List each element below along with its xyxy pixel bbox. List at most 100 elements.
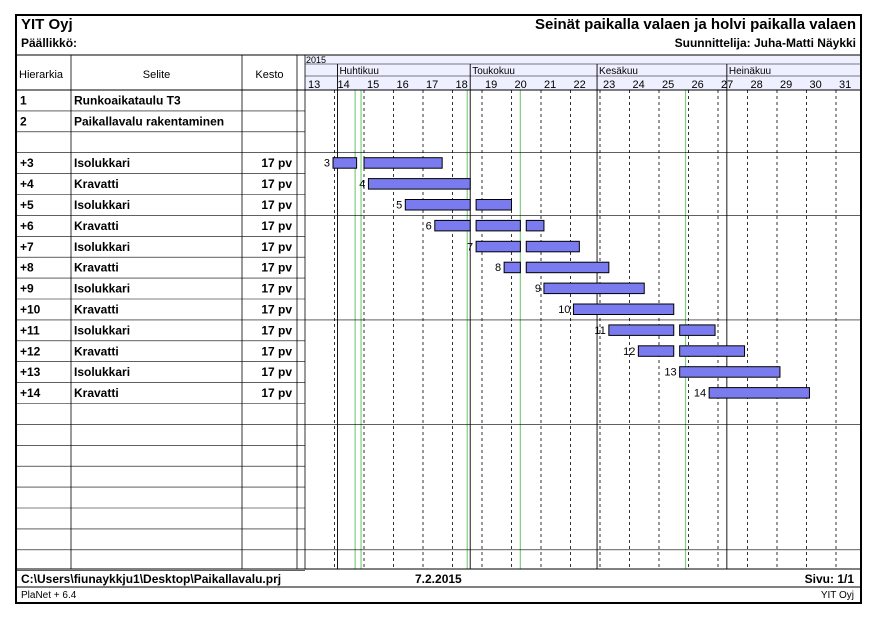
month-label: Kesäkuu xyxy=(599,66,638,77)
task-id-label: 5 xyxy=(396,200,402,212)
program-name: PlaNet + 6.4 xyxy=(21,590,77,601)
task-id-label: 14 xyxy=(694,388,706,400)
row-duration: 17 pv xyxy=(261,323,292,337)
row-duration: 17 pv xyxy=(261,198,292,212)
row-description: Kravatti xyxy=(74,303,119,317)
task-bar xyxy=(525,261,610,274)
row-duration: 17 pv xyxy=(261,240,292,254)
week-label: 31 xyxy=(839,79,851,91)
month-label: Toukokuu xyxy=(472,66,515,77)
row-hierarchy: +3 xyxy=(20,156,34,170)
project-file-path: C:\Users\fiunaykkju1\Desktop\Paikallaval… xyxy=(21,572,282,586)
week-label: 21 xyxy=(544,79,556,91)
row-description: Kravatti xyxy=(74,261,119,275)
task-id-label: 4 xyxy=(359,179,365,191)
week-label: 29 xyxy=(780,79,792,91)
row-hierarchy: +6 xyxy=(20,219,34,233)
task-bar xyxy=(404,199,471,211)
row-description: Isolukkari xyxy=(74,240,130,254)
row-duration: 17 pv xyxy=(261,386,292,400)
task-bar xyxy=(543,282,645,295)
task-bar xyxy=(434,219,471,232)
task-id-label: 11 xyxy=(594,325,605,337)
row-description: Kravatti xyxy=(74,386,119,400)
task-id-label: 3 xyxy=(324,158,330,170)
week-label: 19 xyxy=(485,79,497,91)
week-label: 26 xyxy=(692,79,704,91)
designer-label: Suunnittelija: Juha-Matti Näykki xyxy=(674,36,856,50)
week-label: 25 xyxy=(662,79,674,91)
hierarchy-header: Hierarkia xyxy=(19,69,64,81)
row-duration: 17 pv xyxy=(261,282,292,296)
row-duration: 17 pv xyxy=(261,261,292,275)
task-bar xyxy=(525,240,580,253)
row-hierarchy: +5 xyxy=(20,198,34,212)
month-label: Heinäkuu xyxy=(729,66,771,77)
row-description: Isolukkari xyxy=(74,282,130,296)
row-hierarchy: +11 xyxy=(20,323,40,337)
row-description: Kravatti xyxy=(74,177,119,191)
row-duration: 17 pv xyxy=(261,344,292,358)
week-label: 13 xyxy=(308,79,320,91)
week-label: 24 xyxy=(633,79,645,91)
task-id-label: 10 xyxy=(558,304,570,316)
manager-label: Päällikkö: xyxy=(21,36,78,50)
month-label: Huhtikuu xyxy=(339,66,378,77)
year-label: 2015 xyxy=(306,55,326,65)
task-bar xyxy=(475,240,521,253)
row-duration: 17 pv xyxy=(261,219,292,233)
row-hierarchy: +7 xyxy=(20,240,34,254)
task-bar xyxy=(572,303,675,315)
row-hierarchy: +12 xyxy=(20,344,41,358)
week-label: 15 xyxy=(367,79,379,91)
description-header: Selite xyxy=(143,69,171,81)
week-label: 14 xyxy=(338,79,350,91)
task-bar xyxy=(679,345,746,357)
task-id-label: 6 xyxy=(426,220,432,232)
print-date: 7.2.2015 xyxy=(415,572,462,586)
task-bar xyxy=(332,157,358,169)
schedule-title: Seinät paikalla valaen ja holvi paikalla… xyxy=(535,16,856,33)
week-label: 30 xyxy=(810,79,822,91)
footer-company: YIT Oyj xyxy=(820,590,854,601)
task-bar xyxy=(679,324,716,336)
task-id-label: 9 xyxy=(535,283,541,295)
task-bar xyxy=(503,261,521,274)
schedule-sheet: YIT Oyj Päällikkö: Seinät paikalla valae… xyxy=(15,14,862,604)
row-hierarchy: +13 xyxy=(20,365,41,379)
week-label: 20 xyxy=(515,79,527,91)
week-label: 22 xyxy=(574,79,586,91)
row-description: Isolukkari xyxy=(74,365,130,379)
task-id-label: 12 xyxy=(623,346,635,358)
task-bar xyxy=(708,387,810,399)
row-description: Isolukkari xyxy=(74,323,130,337)
task-bar xyxy=(525,219,545,232)
company-name: YIT Oyj xyxy=(21,16,73,33)
task-id-label: 13 xyxy=(664,367,676,379)
row-description: Runkoaikataulu T3 xyxy=(74,94,181,108)
row-hierarchy: 1 xyxy=(20,94,27,108)
row-description: Kravatti xyxy=(74,219,119,233)
row-duration: 17 pv xyxy=(261,303,292,317)
row-duration: 17 pv xyxy=(261,177,292,191)
row-duration: 17 pv xyxy=(261,365,292,379)
row-description: Kravatti xyxy=(74,344,119,358)
row-hierarchy: +8 xyxy=(20,261,34,275)
timeline-header-bg xyxy=(305,55,860,90)
task-bar xyxy=(637,345,675,357)
week-label: 17 xyxy=(426,79,438,91)
row-description: Isolukkari xyxy=(74,156,130,170)
task-id-label: 7 xyxy=(467,241,473,253)
row-duration: 17 pv xyxy=(261,156,292,170)
week-label: 27 xyxy=(721,79,733,91)
row-hierarchy: +10 xyxy=(20,303,41,317)
week-label: 23 xyxy=(603,79,615,91)
task-bar xyxy=(363,157,443,169)
week-label: 16 xyxy=(397,79,409,91)
row-description: Isolukkari xyxy=(74,198,130,212)
row-hierarchy: +4 xyxy=(20,177,34,191)
task-bar xyxy=(367,178,471,190)
row-hierarchy: 2 xyxy=(20,114,27,128)
task-id-label: 8 xyxy=(495,262,501,274)
row-hierarchy: +14 xyxy=(20,386,41,400)
